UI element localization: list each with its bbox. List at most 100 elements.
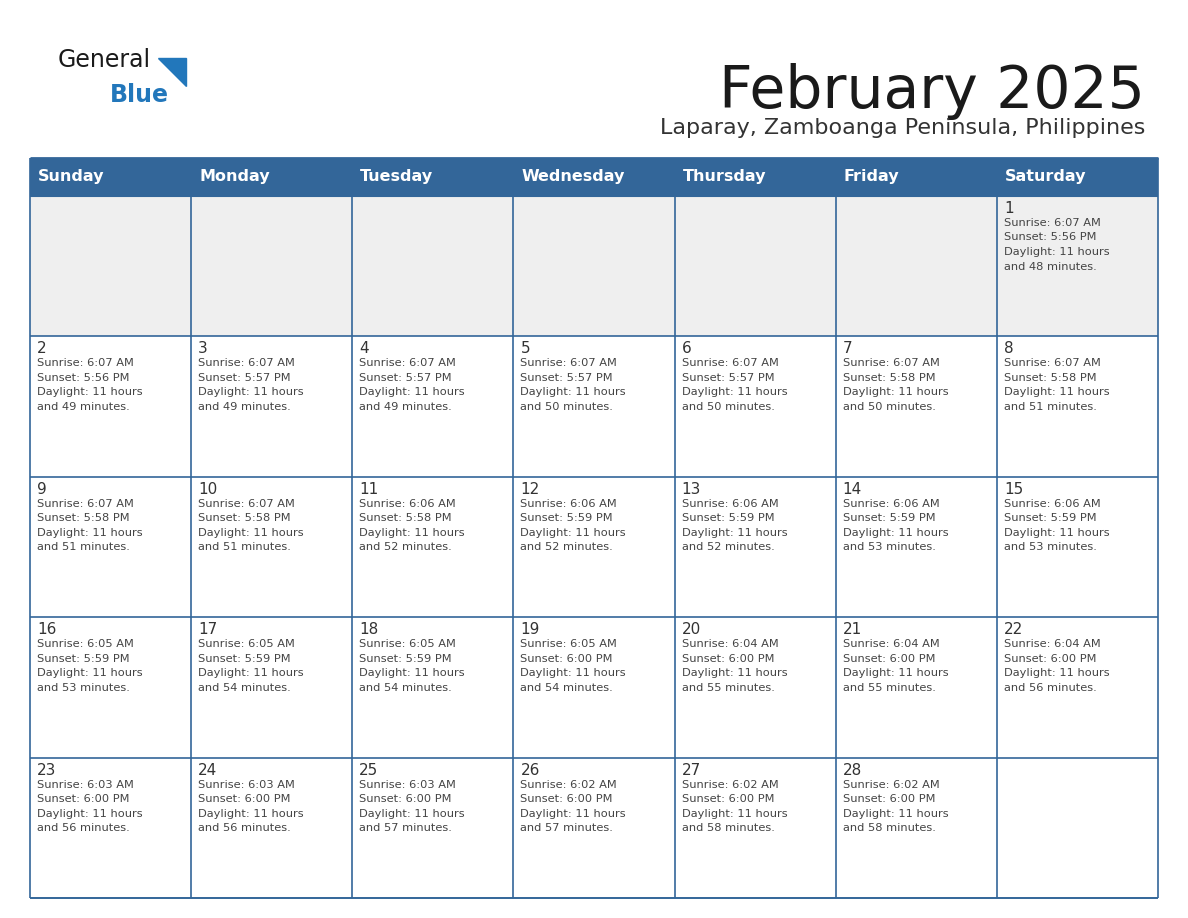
Text: Sunset: 5:59 PM: Sunset: 5:59 PM [359, 654, 451, 664]
Text: Daylight: 11 hours: Daylight: 11 hours [1004, 528, 1110, 538]
Text: February 2025: February 2025 [719, 63, 1145, 120]
FancyBboxPatch shape [675, 476, 835, 617]
Text: Sunrise: 6:02 AM: Sunrise: 6:02 AM [842, 779, 940, 789]
Text: Sunset: 6:00 PM: Sunset: 6:00 PM [359, 794, 451, 804]
Text: Sunset: 5:57 PM: Sunset: 5:57 PM [359, 373, 451, 383]
Text: Daylight: 11 hours: Daylight: 11 hours [842, 809, 948, 819]
FancyBboxPatch shape [675, 757, 835, 898]
FancyBboxPatch shape [513, 476, 675, 617]
Text: and 51 minutes.: and 51 minutes. [37, 543, 129, 553]
Text: Sunrise: 6:03 AM: Sunrise: 6:03 AM [198, 779, 295, 789]
Text: Daylight: 11 hours: Daylight: 11 hours [842, 668, 948, 678]
Text: and 55 minutes.: and 55 minutes. [842, 683, 936, 693]
FancyBboxPatch shape [191, 757, 353, 898]
Text: and 54 minutes.: and 54 minutes. [359, 683, 453, 693]
Text: Daylight: 11 hours: Daylight: 11 hours [842, 528, 948, 538]
Text: 25: 25 [359, 763, 379, 778]
FancyBboxPatch shape [675, 336, 835, 476]
Text: Daylight: 11 hours: Daylight: 11 hours [37, 668, 143, 678]
Text: Sunset: 5:56 PM: Sunset: 5:56 PM [1004, 232, 1097, 242]
Text: and 53 minutes.: and 53 minutes. [37, 683, 129, 693]
Text: Sunset: 5:59 PM: Sunset: 5:59 PM [198, 654, 291, 664]
Text: Daylight: 11 hours: Daylight: 11 hours [37, 528, 143, 538]
Text: and 53 minutes.: and 53 minutes. [1004, 543, 1097, 553]
Text: and 51 minutes.: and 51 minutes. [1004, 402, 1097, 412]
Text: Sunrise: 6:03 AM: Sunrise: 6:03 AM [359, 779, 456, 789]
Text: and 52 minutes.: and 52 minutes. [359, 543, 453, 553]
Text: Daylight: 11 hours: Daylight: 11 hours [359, 668, 465, 678]
Text: Sunset: 5:58 PM: Sunset: 5:58 PM [1004, 373, 1097, 383]
Text: Sunset: 5:58 PM: Sunset: 5:58 PM [37, 513, 129, 523]
FancyBboxPatch shape [30, 476, 191, 617]
Text: and 51 minutes.: and 51 minutes. [198, 543, 291, 553]
Text: Daylight: 11 hours: Daylight: 11 hours [1004, 387, 1110, 397]
Text: Sunset: 6:00 PM: Sunset: 6:00 PM [842, 794, 935, 804]
Text: 13: 13 [682, 482, 701, 497]
Text: 21: 21 [842, 622, 862, 637]
Text: Sunset: 5:59 PM: Sunset: 5:59 PM [682, 513, 775, 523]
Text: and 50 minutes.: and 50 minutes. [520, 402, 613, 412]
Text: 9: 9 [37, 482, 46, 497]
Text: Sunset: 5:58 PM: Sunset: 5:58 PM [359, 513, 451, 523]
Text: and 58 minutes.: and 58 minutes. [842, 823, 936, 834]
Text: and 55 minutes.: and 55 minutes. [682, 683, 775, 693]
FancyBboxPatch shape [835, 336, 997, 476]
FancyBboxPatch shape [513, 196, 675, 336]
Text: 12: 12 [520, 482, 539, 497]
Text: Daylight: 11 hours: Daylight: 11 hours [682, 668, 788, 678]
Text: and 56 minutes.: and 56 minutes. [1004, 683, 1097, 693]
FancyBboxPatch shape [30, 617, 191, 757]
Text: 4: 4 [359, 341, 369, 356]
Text: Sunrise: 6:06 AM: Sunrise: 6:06 AM [1004, 498, 1100, 509]
Text: Sunset: 6:00 PM: Sunset: 6:00 PM [682, 794, 775, 804]
Text: Sunrise: 6:03 AM: Sunrise: 6:03 AM [37, 779, 134, 789]
FancyBboxPatch shape [191, 336, 353, 476]
Text: Sunrise: 6:05 AM: Sunrise: 6:05 AM [359, 639, 456, 649]
Text: Daylight: 11 hours: Daylight: 11 hours [520, 528, 626, 538]
Text: Sunset: 5:58 PM: Sunset: 5:58 PM [198, 513, 291, 523]
Text: 16: 16 [37, 622, 56, 637]
Text: and 56 minutes.: and 56 minutes. [198, 823, 291, 834]
Text: Sunrise: 6:06 AM: Sunrise: 6:06 AM [520, 498, 618, 509]
Text: Blue: Blue [110, 83, 169, 107]
FancyBboxPatch shape [835, 476, 997, 617]
Text: Daylight: 11 hours: Daylight: 11 hours [198, 387, 304, 397]
Text: Sunset: 5:59 PM: Sunset: 5:59 PM [37, 654, 129, 664]
Text: Daylight: 11 hours: Daylight: 11 hours [198, 528, 304, 538]
Text: Tuesday: Tuesday [360, 170, 434, 185]
Text: Sunset: 6:00 PM: Sunset: 6:00 PM [198, 794, 291, 804]
FancyBboxPatch shape [191, 617, 353, 757]
Text: Sunrise: 6:05 AM: Sunrise: 6:05 AM [520, 639, 618, 649]
Text: and 49 minutes.: and 49 minutes. [198, 402, 291, 412]
Text: 7: 7 [842, 341, 852, 356]
FancyBboxPatch shape [675, 617, 835, 757]
Text: and 57 minutes.: and 57 minutes. [520, 823, 613, 834]
Text: 5: 5 [520, 341, 530, 356]
FancyBboxPatch shape [30, 336, 191, 476]
Text: Daylight: 11 hours: Daylight: 11 hours [1004, 247, 1110, 257]
Text: Sunrise: 6:05 AM: Sunrise: 6:05 AM [198, 639, 295, 649]
FancyBboxPatch shape [353, 336, 513, 476]
Text: Sunset: 6:00 PM: Sunset: 6:00 PM [1004, 654, 1097, 664]
FancyBboxPatch shape [513, 617, 675, 757]
Text: Daylight: 11 hours: Daylight: 11 hours [520, 809, 626, 819]
Text: Sunset: 6:00 PM: Sunset: 6:00 PM [520, 794, 613, 804]
Polygon shape [158, 58, 187, 86]
FancyBboxPatch shape [513, 336, 675, 476]
Text: Sunset: 5:58 PM: Sunset: 5:58 PM [842, 373, 935, 383]
Text: Sunrise: 6:07 AM: Sunrise: 6:07 AM [37, 358, 134, 368]
Text: Sunrise: 6:02 AM: Sunrise: 6:02 AM [682, 779, 778, 789]
Text: and 54 minutes.: and 54 minutes. [198, 683, 291, 693]
Text: 6: 6 [682, 341, 691, 356]
FancyBboxPatch shape [30, 196, 191, 336]
Text: Sunrise: 6:07 AM: Sunrise: 6:07 AM [1004, 358, 1101, 368]
Text: and 56 minutes.: and 56 minutes. [37, 823, 129, 834]
Text: Sunday: Sunday [38, 170, 105, 185]
Text: Sunrise: 6:06 AM: Sunrise: 6:06 AM [682, 498, 778, 509]
Text: and 48 minutes.: and 48 minutes. [1004, 262, 1097, 272]
Text: Sunset: 5:57 PM: Sunset: 5:57 PM [682, 373, 775, 383]
Text: Daylight: 11 hours: Daylight: 11 hours [842, 387, 948, 397]
Text: Saturday: Saturday [1005, 170, 1086, 185]
Text: Sunrise: 6:07 AM: Sunrise: 6:07 AM [842, 358, 940, 368]
Text: Daylight: 11 hours: Daylight: 11 hours [359, 809, 465, 819]
